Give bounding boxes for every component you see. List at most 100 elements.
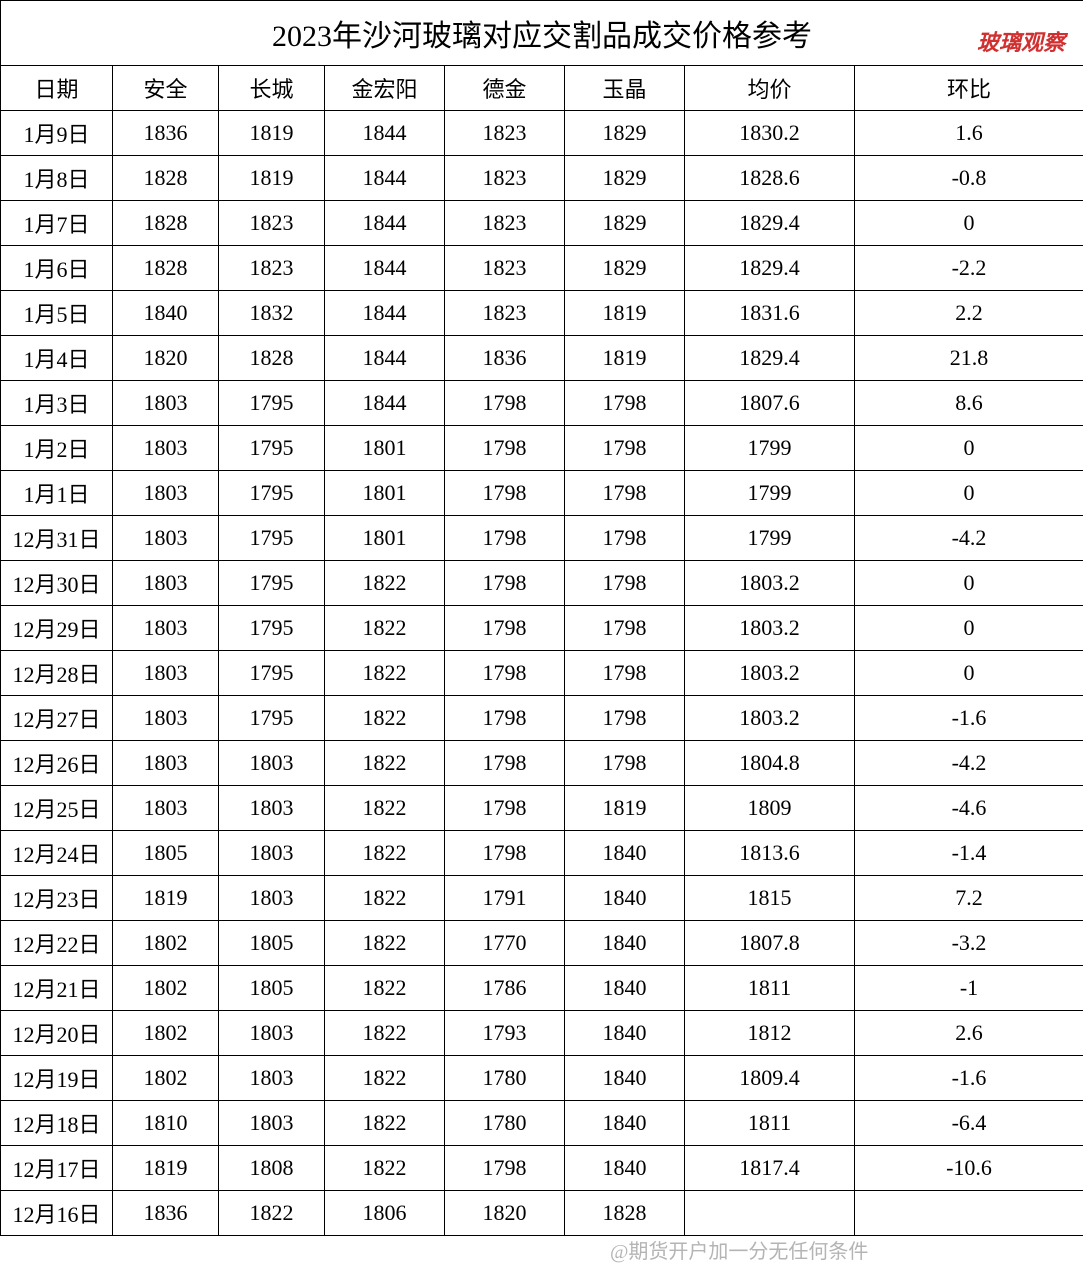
value-cell: 1798 [565,561,685,606]
date-cell: 12月19日 [1,1056,113,1101]
value-cell: -1.6 [855,1056,1083,1101]
value-cell: 1803 [113,651,219,696]
value-cell: 1798 [445,741,565,786]
table-row: 1月4日182018281844183618191829.421.8 [1,336,1083,381]
value-cell: 1820 [113,336,219,381]
value-cell: 1822 [325,741,445,786]
value-cell: 1823 [445,156,565,201]
value-cell: 1803 [219,1056,325,1101]
date-cell: 12月23日 [1,876,113,921]
value-cell: 0 [855,471,1083,516]
value-cell: 1803 [219,741,325,786]
value-cell: 8.6 [855,381,1083,426]
value-cell: 1793 [445,1011,565,1056]
value-cell: 1828 [113,246,219,291]
table-row: 12月22日180218051822177018401807.8-3.2 [1,921,1083,966]
value-cell: 1828.6 [685,156,855,201]
table-row: 1月3日180317951844179817981807.68.6 [1,381,1083,426]
value-cell: 1844 [325,201,445,246]
value-cell: 1823 [219,246,325,291]
date-cell: 12月18日 [1,1101,113,1146]
value-cell: 1801 [325,516,445,561]
value-cell: 0 [855,606,1083,651]
value-cell: 1795 [219,696,325,741]
date-cell: 12月29日 [1,606,113,651]
value-cell: 1798 [565,651,685,696]
date-cell: 12月30日 [1,561,113,606]
value-cell: 1829 [565,201,685,246]
value-cell: 1798 [445,786,565,831]
value-cell: 1780 [445,1056,565,1101]
value-cell: 1803 [113,381,219,426]
value-cell: 1798 [445,381,565,426]
value-cell: 1828 [113,156,219,201]
table-row: 12月27日180317951822179817981803.2-1.6 [1,696,1083,741]
table-row: 12月23日1819180318221791184018157.2 [1,876,1083,921]
value-cell: 1798 [445,606,565,651]
date-cell: 12月16日 [1,1191,113,1236]
value-cell: 1829.4 [685,201,855,246]
value-cell: 1812 [685,1011,855,1056]
value-cell: 1822 [325,1056,445,1101]
value-cell: 1798 [565,696,685,741]
value-cell: 1798 [445,471,565,516]
date-cell: 1月3日 [1,381,113,426]
value-cell: 1840 [565,1146,685,1191]
value-cell: -4.2 [855,741,1083,786]
table-row: 1月7日182818231844182318291829.40 [1,201,1083,246]
value-cell: 1795 [219,381,325,426]
date-cell: 12月31日 [1,516,113,561]
price-table: 2023年沙河玻璃对应交割品成交价格参考玻璃观察日期安全长城金宏阳德金玉晶均价环… [0,0,1083,1236]
value-cell: 1808 [219,1146,325,1191]
value-cell: 1809 [685,786,855,831]
value-cell: 1803 [113,786,219,831]
date-cell: 12月22日 [1,921,113,966]
value-cell: 1822 [325,786,445,831]
value-cell: 1798 [565,381,685,426]
value-cell: -1 [855,966,1083,1011]
date-cell: 1月8日 [1,156,113,201]
value-cell: 21.8 [855,336,1083,381]
value-cell: 1822 [325,561,445,606]
value-cell: 1795 [219,651,325,696]
value-cell: -0.8 [855,156,1083,201]
value-cell: 1844 [325,111,445,156]
value-cell: 1822 [325,1011,445,1056]
value-cell: 1819 [565,336,685,381]
date-cell: 12月20日 [1,1011,113,1056]
value-cell: 1832 [219,291,325,336]
value-cell: 1823 [219,201,325,246]
table-row: 12月21日180218051822178618401811-1 [1,966,1083,1011]
value-cell: 2.2 [855,291,1083,336]
value-cell: 1829 [565,156,685,201]
date-cell: 1月1日 [1,471,113,516]
value-cell: 1836 [113,1191,219,1236]
value-cell: 1803 [113,426,219,471]
value-cell [685,1191,855,1236]
date-cell: 1月9日 [1,111,113,156]
value-cell: 1801 [325,471,445,516]
table-row: 12月26日180318031822179817981804.8-4.2 [1,741,1083,786]
value-cell: 1840 [565,966,685,1011]
value-cell: 1828 [565,1191,685,1236]
table-row: 12月24日180518031822179818401813.6-1.4 [1,831,1083,876]
value-cell: 1822 [325,1146,445,1191]
value-cell: 1802 [113,921,219,966]
column-header: 金宏阳 [325,66,445,111]
date-cell: 12月25日 [1,786,113,831]
value-cell: 1819 [219,111,325,156]
value-cell: 1798 [565,471,685,516]
value-cell: 1822 [325,606,445,651]
table-row: 1月9日183618191844182318291830.21.6 [1,111,1083,156]
value-cell: 1836 [113,111,219,156]
value-cell: 1804.8 [685,741,855,786]
value-cell: 1798 [445,651,565,696]
value-cell: 1840 [565,876,685,921]
value-cell: 1822 [325,651,445,696]
value-cell: -4.2 [855,516,1083,561]
value-cell: 1802 [113,1056,219,1101]
value-cell: 1809.4 [685,1056,855,1101]
value-cell: -1.6 [855,696,1083,741]
date-cell: 1月5日 [1,291,113,336]
table-row: 1月1日1803179518011798179817990 [1,471,1083,516]
